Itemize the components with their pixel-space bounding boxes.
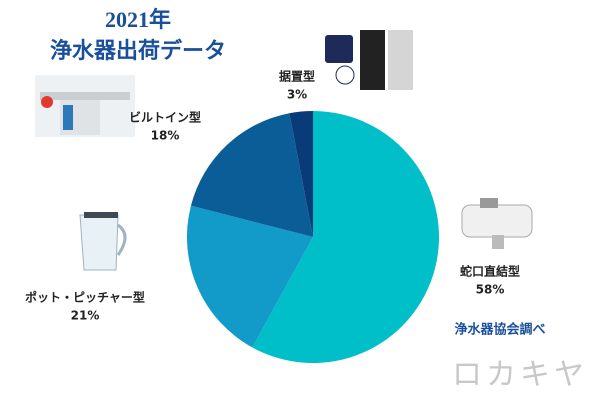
pie-slice: [289, 111, 313, 237]
slice-label: 据置型: [279, 69, 315, 84]
pitcher-image: [79, 212, 127, 271]
pie-slice: [190, 113, 313, 237]
countertop-image: [325, 30, 413, 90]
slice-label: ポット・ピッチャー型: [25, 290, 145, 305]
watermark: ロカキヤ: [452, 358, 588, 393]
faucet-image: [461, 198, 533, 249]
slice-value-label: 3%: [287, 88, 307, 102]
pie-slice: [186, 205, 313, 348]
chart-subtitle: 浄水器出荷データ: [50, 38, 226, 64]
source-note: 浄水器協会調べ: [454, 322, 545, 338]
chart-title: 2021年: [105, 7, 171, 32]
slice-label: 蛇口直結型: [460, 264, 520, 279]
slice-value-label: 18%: [151, 129, 180, 143]
slice-value-label: 58%: [476, 283, 505, 297]
pie-slice: [252, 111, 440, 363]
builtin-image: [35, 75, 135, 137]
slice-label: ビルトイン型: [129, 110, 201, 125]
slice-value-label: 21%: [71, 309, 100, 323]
